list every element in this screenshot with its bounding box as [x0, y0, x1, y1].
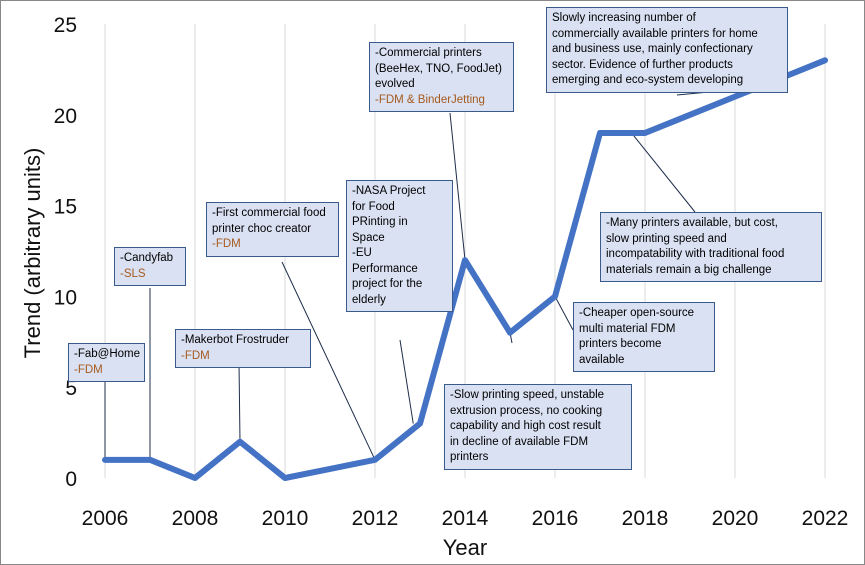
- annotation-text: Performance: [352, 262, 418, 275]
- annotation-text: -Commercial printers: [375, 47, 482, 59]
- annotation-cheaper-open-source: -Cheaper open-source multi material FDM …: [573, 302, 715, 372]
- annotation-text: capability and high cost result: [450, 420, 601, 432]
- annotation-text: incompatability with traditional food: [606, 248, 785, 260]
- data-point: [194, 477, 196, 479]
- y-tick-label: 5: [65, 377, 77, 400]
- annotation-makerbot: -Makerbot Frostruder -FDM: [175, 329, 311, 368]
- annotation-text: PRinting in: [352, 216, 408, 228]
- annotation-text: -Slow printing speed, unstable: [450, 389, 605, 401]
- data-point: [374, 458, 376, 461]
- annotation-candyfab: -Candyfab -SLS: [114, 247, 186, 286]
- x-tick-label: 2008: [172, 507, 219, 530]
- y-tick-label: 0: [65, 468, 77, 491]
- data-point: [464, 259, 466, 262]
- annotation-text: -EU: [352, 247, 372, 259]
- annotation-text: -Makerbot Frostruder: [181, 334, 290, 346]
- x-tick-label: 2018: [622, 507, 669, 530]
- annotation-text: -Cheaper open-source: [579, 307, 695, 319]
- x-tick-label: 2022: [802, 507, 849, 530]
- annotation-commercial-printers: -Commercial printers (BeeHex, TNO, FoodJ…: [369, 42, 514, 112]
- annotation-text: -Many printers available, but cost,: [606, 217, 778, 229]
- annotation-text: available: [579, 353, 625, 366]
- x-tick-label: 2016: [532, 507, 579, 530]
- annotation-accent: -FDM: [212, 238, 241, 250]
- annotation-text: sector. Evidence of further products: [552, 58, 733, 71]
- x-axis-label: Year: [443, 535, 487, 560]
- data-point: [554, 295, 556, 298]
- x-tick-label: 2020: [712, 507, 759, 530]
- annotation-slow-printing: -Slow printing speed, unstable extrusion…: [444, 384, 632, 470]
- connector-line: [631, 132, 696, 213]
- connector-line: [281, 261, 376, 461]
- data-point: [509, 331, 511, 334]
- annotation-text: Slowly increasing number of: [552, 12, 696, 24]
- x-axis-ticks: 2006 2008 2010 2012 2014 2016 2018 2020 2022: [82, 507, 849, 530]
- annotation-text: evolved: [375, 78, 415, 90]
- data-point: [149, 458, 151, 461]
- annotation-text: multi material FDM: [579, 322, 676, 335]
- y-tick-label: 10: [54, 286, 77, 309]
- annotation-text: printers become: [579, 338, 662, 350]
- data-point: [644, 131, 646, 134]
- y-axis-label: Trend (arbitrary units): [20, 148, 45, 359]
- annotation-accent: -FDM & BinderJetting: [375, 93, 485, 106]
- annotation-text: Space: [352, 231, 385, 244]
- annotation-text: and business use, mainly confectionary: [552, 43, 753, 55]
- connector-line: [238, 362, 241, 442]
- y-axis-ticks: 0 5 10 15 20 25: [54, 14, 77, 491]
- data-point: [239, 440, 241, 443]
- data-point: [599, 131, 601, 134]
- annotation-fab-at-home: -Fab@Home -FDM: [68, 343, 145, 382]
- annotation-text: commercially available printers for home: [552, 27, 758, 40]
- annotation-choc-creator: -First commercial food printer choc crea…: [206, 202, 339, 257]
- y-tick-label: 15: [54, 196, 77, 219]
- annotation-nasa-eu: -NASA Project for Food PRinting in Space…: [346, 180, 453, 312]
- y-tick-label: 25: [54, 14, 77, 37]
- connector-line: [554, 296, 574, 331]
- annotation-text: elderly: [352, 293, 386, 306]
- annotation-text: emerging and eco-system developing: [552, 74, 744, 86]
- annotation-slowly-increasing: Slowly increasing number of commercially…: [546, 7, 788, 93]
- annotation-text: project for the: [352, 278, 423, 290]
- data-point: [104, 458, 106, 461]
- annotation-text: for Food: [352, 200, 395, 213]
- connector-line: [449, 112, 466, 261]
- annotation-text: -Candyfab: [120, 252, 174, 264]
- connector-line: [399, 339, 414, 424]
- annotation-text: -Fab@Home: [74, 348, 140, 360]
- data-point: [824, 59, 826, 62]
- x-tick-label: 2014: [442, 507, 489, 530]
- y-tick-label: 20: [54, 105, 77, 128]
- annotation-many-printers: -Many printers available, but cost, slow…: [600, 212, 822, 282]
- annotation-text: slow printing speed and: [606, 232, 727, 245]
- data-point: [419, 422, 421, 425]
- annotation-text: (BeeHex, TNO, FoodJet): [375, 62, 502, 75]
- annotation-text: materials remain a big challenge: [606, 263, 772, 276]
- data-point: [329, 467, 331, 470]
- x-tick-label: 2012: [352, 507, 399, 530]
- annotation-text: printer choc creator: [212, 222, 312, 235]
- x-tick-label: 2010: [262, 507, 309, 530]
- annotation-text: -NASA Project: [352, 185, 426, 197]
- annotation-accent: -SLS: [120, 267, 146, 280]
- annotation-text: printers: [450, 451, 489, 463]
- data-point: [689, 113, 691, 116]
- annotation-accent: -FDM: [181, 349, 210, 362]
- data-point: [734, 95, 736, 98]
- annotation-accent: -FDM: [74, 363, 103, 376]
- data-point: [284, 477, 286, 479]
- annotation-text: -First commercial food: [212, 207, 326, 219]
- x-tick-label: 2006: [82, 507, 129, 530]
- annotation-text: extrusion process, no cooking: [450, 404, 603, 417]
- annotation-text: in decline of available FDM: [450, 435, 589, 448]
